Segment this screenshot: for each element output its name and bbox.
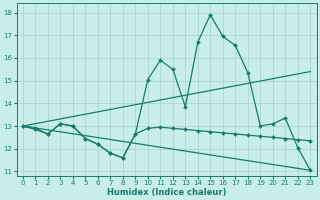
X-axis label: Humidex (Indice chaleur): Humidex (Indice chaleur) — [107, 188, 226, 197]
